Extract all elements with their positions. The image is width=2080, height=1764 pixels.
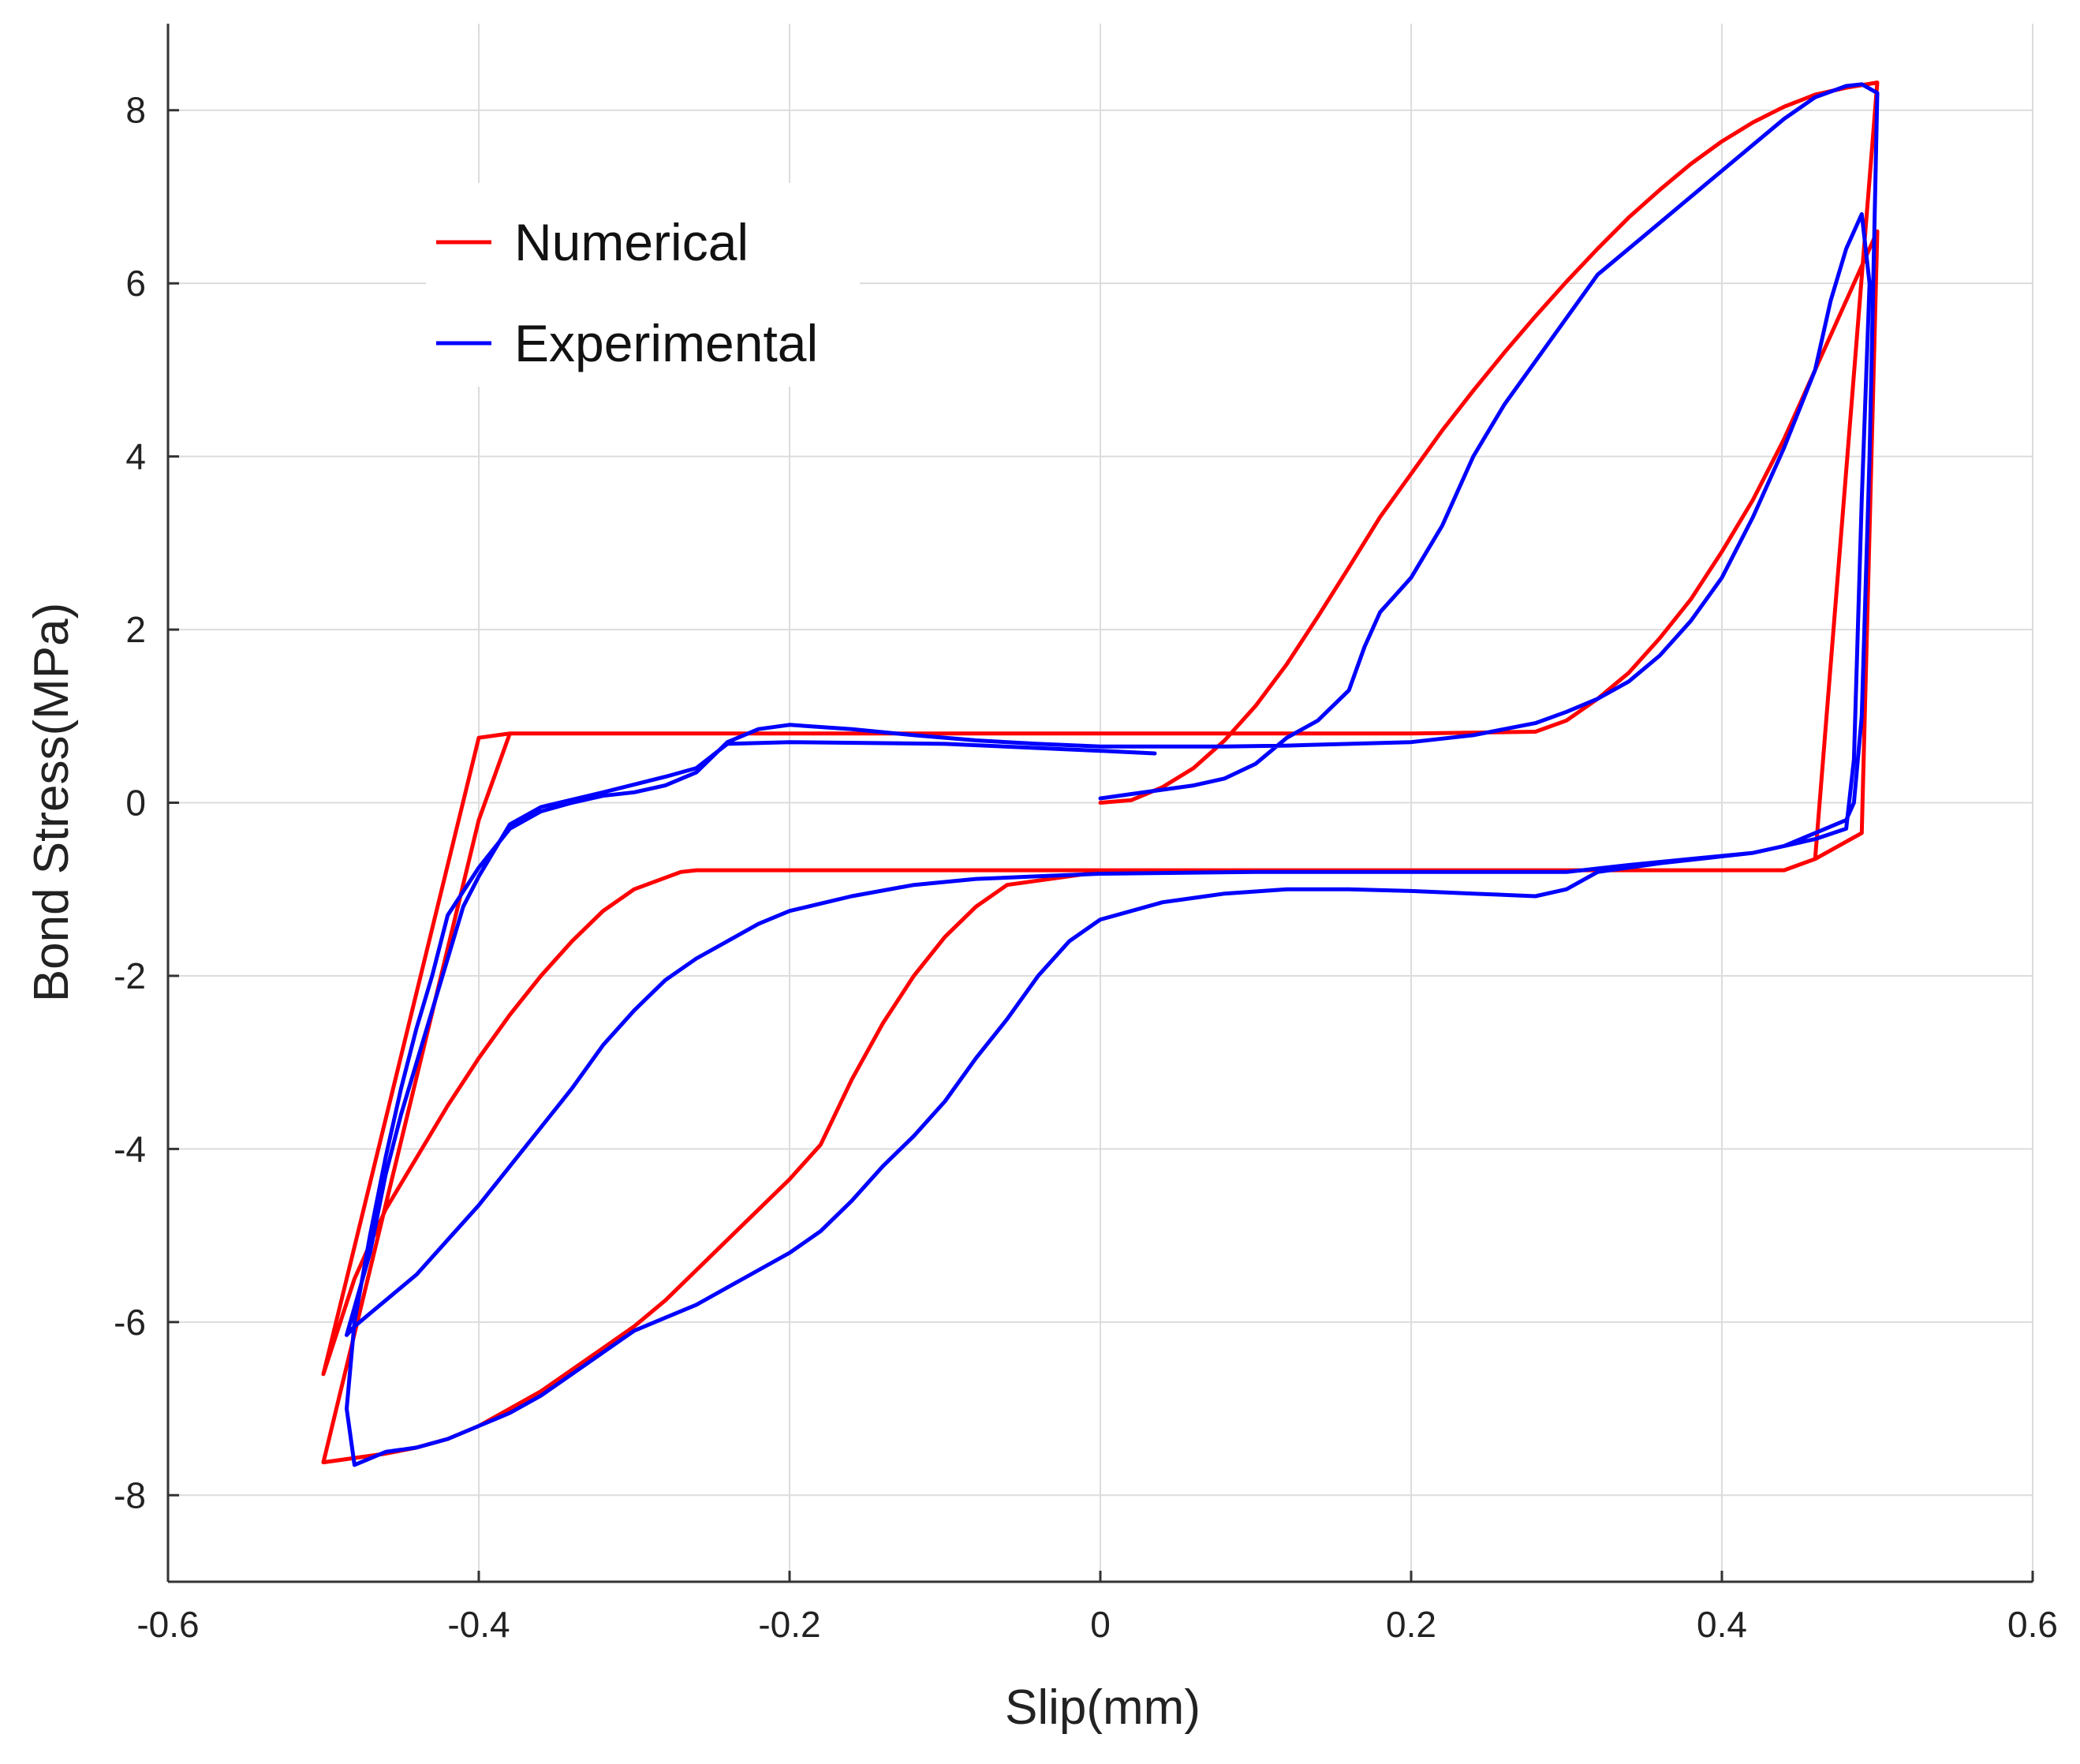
legend-label-numerical: Numerical bbox=[514, 213, 749, 271]
y-tick-label: -2 bbox=[114, 955, 146, 996]
x-tick-label: -0.2 bbox=[758, 1604, 820, 1645]
series bbox=[321, 80, 1880, 1467]
y-tick-label: 6 bbox=[125, 263, 146, 304]
y-tick-label: 2 bbox=[125, 609, 146, 650]
x-tick-label: 0.2 bbox=[1386, 1604, 1436, 1645]
y-tick-label: -6 bbox=[114, 1302, 146, 1343]
y-axis-label: Bond Stress(MPa) bbox=[24, 603, 79, 1003]
y-tick-label: 8 bbox=[125, 90, 146, 131]
grid bbox=[167, 24, 2033, 1582]
series-line-numerical bbox=[321, 80, 1880, 1465]
y-tick-label: 0 bbox=[125, 783, 146, 824]
x-axis-label: Slip(mm) bbox=[1005, 1680, 1201, 1735]
legend-box bbox=[426, 183, 860, 387]
x-tick-label: 0 bbox=[1090, 1604, 1111, 1645]
y-tick-label: 4 bbox=[125, 436, 146, 477]
y-tick-label: -4 bbox=[114, 1128, 146, 1169]
x-tick-label: -0.4 bbox=[447, 1604, 510, 1645]
legend-label-experimental: Experimental bbox=[514, 314, 818, 372]
x-tick-label: 0.4 bbox=[1697, 1604, 1747, 1645]
series-line-experimental bbox=[345, 82, 1880, 1467]
x-tick-label: 0.6 bbox=[2007, 1604, 2058, 1645]
x-tick-label: -0.6 bbox=[136, 1604, 199, 1645]
ticks: -0.6 -0.4 -0.2 0 0.2 0.4 0.6 -8 -6 -4 -2 0 2 4 6 8 bbox=[114, 90, 2058, 1645]
legend: Numerical Experimental bbox=[426, 183, 860, 387]
y-tick-label: -8 bbox=[114, 1474, 146, 1515]
